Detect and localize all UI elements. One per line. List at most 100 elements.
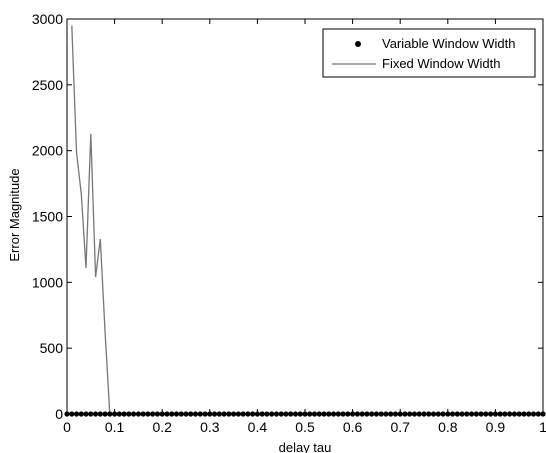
variable-window-width-point <box>369 411 375 417</box>
variable-window-width-point <box>126 411 132 417</box>
variable-window-width-point <box>164 411 170 417</box>
variable-window-width-point <box>478 411 484 417</box>
variable-window-width-point <box>169 411 175 417</box>
variable-window-width-point <box>269 411 275 417</box>
variable-window-width-point <box>250 411 256 417</box>
variable-window-width-point <box>221 411 227 417</box>
variable-window-width-point <box>497 411 503 417</box>
variable-window-width-point <box>159 411 165 417</box>
variable-window-width-point <box>188 411 194 417</box>
variable-window-width-point <box>535 411 541 417</box>
variable-window-width-point <box>245 411 251 417</box>
variable-window-width-point <box>83 411 89 417</box>
variable-window-width-point <box>402 411 408 417</box>
variable-window-width-point <box>421 411 427 417</box>
variable-window-width-point <box>116 411 122 417</box>
x-tick-label: 0.1 <box>105 419 125 435</box>
variable-window-width-point <box>278 411 284 417</box>
legend-marker-variable-window-width <box>355 41 361 47</box>
x-tick-label: 0.7 <box>390 419 410 435</box>
x-tick-label: 0.8 <box>438 419 458 435</box>
variable-window-width-point <box>488 411 494 417</box>
legend: Variable Window Width Fixed Window Width <box>322 28 536 78</box>
legend-box <box>322 28 536 78</box>
variable-window-width-point <box>530 411 537 417</box>
variable-window-width-point <box>107 411 113 417</box>
variable-window-width-point <box>435 411 441 417</box>
x-axis-label: delay tau <box>279 440 332 453</box>
variable-window-width-point <box>350 411 356 417</box>
variable-window-width-point <box>449 411 456 417</box>
variable-window-width-point <box>459 411 465 417</box>
variable-window-width-point <box>97 411 103 417</box>
variable-window-width-point <box>192 411 199 417</box>
variable-window-width-point <box>173 411 180 417</box>
variable-window-width-point <box>150 411 156 417</box>
variable-window-width-point <box>273 411 280 417</box>
variable-window-width-point <box>302 411 308 417</box>
variable-window-width-point <box>135 411 141 417</box>
variable-window-width-point <box>345 411 351 417</box>
variable-window-width-series <box>64 411 546 417</box>
y-axis-label: Error Magnitude <box>7 168 22 261</box>
variable-window-width-point <box>407 411 413 417</box>
variable-window-width-point <box>340 411 346 417</box>
x-tick-label: 0.3 <box>200 419 220 435</box>
variable-window-width-point <box>69 411 75 417</box>
variable-window-width-point <box>464 411 470 417</box>
variable-window-width-point <box>264 411 270 417</box>
variable-window-width-point <box>330 411 337 417</box>
y-axis: 0 500 1000 1500 2000 2500 3000 <box>32 11 543 422</box>
variable-window-width-point <box>288 411 294 417</box>
variable-window-width-point <box>259 411 265 417</box>
variable-window-width-point <box>540 411 546 417</box>
variable-window-width-point <box>526 411 532 417</box>
variable-window-width-point <box>226 411 232 417</box>
x-axis: 0 0.1 0.2 0.3 0.4 0.5 0.6 0.7 0.8 0.9 1 <box>63 19 546 435</box>
x-tick-label: 0 <box>63 419 71 435</box>
legend-label-variable-window-width: Variable Window Width <box>382 36 515 51</box>
variable-window-width-point <box>335 411 341 417</box>
variable-window-width-point <box>354 411 360 417</box>
variable-window-width-point <box>112 411 118 417</box>
x-tick-label: 0.4 <box>248 419 268 435</box>
x-tick-label: 0.5 <box>295 419 315 435</box>
variable-window-width-point <box>231 411 237 417</box>
variable-window-width-point <box>416 411 422 417</box>
variable-window-width-point <box>254 411 260 417</box>
variable-window-width-point <box>297 411 303 417</box>
variable-window-width-point <box>426 411 432 417</box>
variable-window-width-point <box>492 411 498 417</box>
variable-window-width-point <box>183 411 189 417</box>
variable-window-width-point <box>145 411 151 417</box>
y-tick-label: 3000 <box>32 11 63 27</box>
variable-window-width-point <box>483 411 489 417</box>
variable-window-width-point <box>64 411 70 417</box>
variable-window-width-point <box>121 411 127 417</box>
variable-window-width-point <box>507 411 513 417</box>
variable-window-width-point <box>473 411 479 417</box>
variable-window-width-point <box>78 411 84 417</box>
variable-window-width-point <box>359 411 365 417</box>
variable-window-width-point <box>521 411 527 417</box>
variable-window-width-point <box>197 411 203 417</box>
variable-window-width-point <box>207 411 213 417</box>
variable-window-width-point <box>292 411 299 417</box>
variable-window-width-point <box>178 411 184 417</box>
variable-window-width-point <box>511 411 518 417</box>
variable-window-width-point <box>454 411 460 417</box>
variable-window-width-point <box>469 411 475 417</box>
variable-window-width-point <box>316 411 322 417</box>
variable-window-width-point <box>502 411 508 417</box>
variable-window-width-point <box>216 411 222 417</box>
variable-window-width-point <box>283 411 289 417</box>
variable-window-width-point <box>102 411 108 417</box>
y-tick-label: 1500 <box>32 209 63 225</box>
variable-window-width-point <box>307 411 313 417</box>
y-tick-label: 0 <box>55 406 63 422</box>
variable-window-width-point <box>383 411 389 417</box>
variable-window-width-point <box>154 411 161 417</box>
x-tick-label: 0.9 <box>486 419 506 435</box>
variable-window-width-point <box>430 411 437 417</box>
legend-label-fixed-window-width: Fixed Window Width <box>382 56 500 71</box>
